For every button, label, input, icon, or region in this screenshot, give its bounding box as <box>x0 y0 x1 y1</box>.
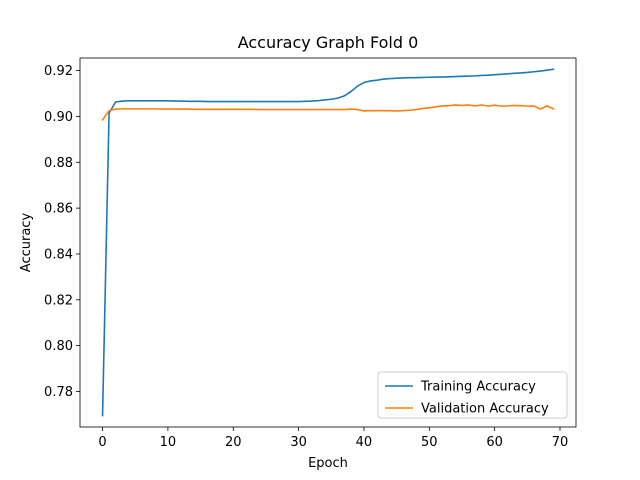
x-axis-title: Epoch <box>308 456 348 471</box>
series-line-training-accuracy <box>101 68 555 417</box>
x-tick-label: 10 <box>160 435 177 450</box>
y-tick-label: 0.92 <box>44 64 73 79</box>
y-tick-label: 0.88 <box>44 156 73 171</box>
y-tick-label: 0.80 <box>44 339 73 354</box>
legend-label: Training Accuracy <box>420 380 536 395</box>
y-tick-label: 0.78 <box>44 385 73 400</box>
x-tick-label: 20 <box>225 435 242 450</box>
y-axis: 0.78 0.80 0.82 0.84 0.86 0.88 0.90 0.92 <box>44 64 80 400</box>
x-tick-label: 40 <box>356 435 373 450</box>
y-tick-label: 0.90 <box>44 110 73 125</box>
plot-area-frame <box>79 57 577 428</box>
series-line-validation-accuracy <box>101 104 555 121</box>
legend-box <box>377 371 568 419</box>
x-tick-label: 0 <box>98 435 106 450</box>
legend-label: Validation Accuracy <box>421 402 549 417</box>
x-tick-label: 60 <box>486 435 503 450</box>
y-tick-label: 0.84 <box>44 247 73 262</box>
series-layer <box>101 68 555 417</box>
legend: Training Accuracy Validation Accuracy <box>377 371 568 419</box>
y-axis-title: Accuracy <box>19 213 34 273</box>
x-tick-label: 70 <box>552 435 569 450</box>
x-axis: 0 10 20 30 40 50 60 70 <box>98 427 568 450</box>
y-tick-label: 0.86 <box>44 202 73 217</box>
x-tick-label: 50 <box>421 435 438 450</box>
y-tick-label: 0.82 <box>44 293 73 308</box>
chart-title: Accuracy Graph Fold 0 <box>238 33 419 52</box>
x-tick-label: 30 <box>290 435 307 450</box>
